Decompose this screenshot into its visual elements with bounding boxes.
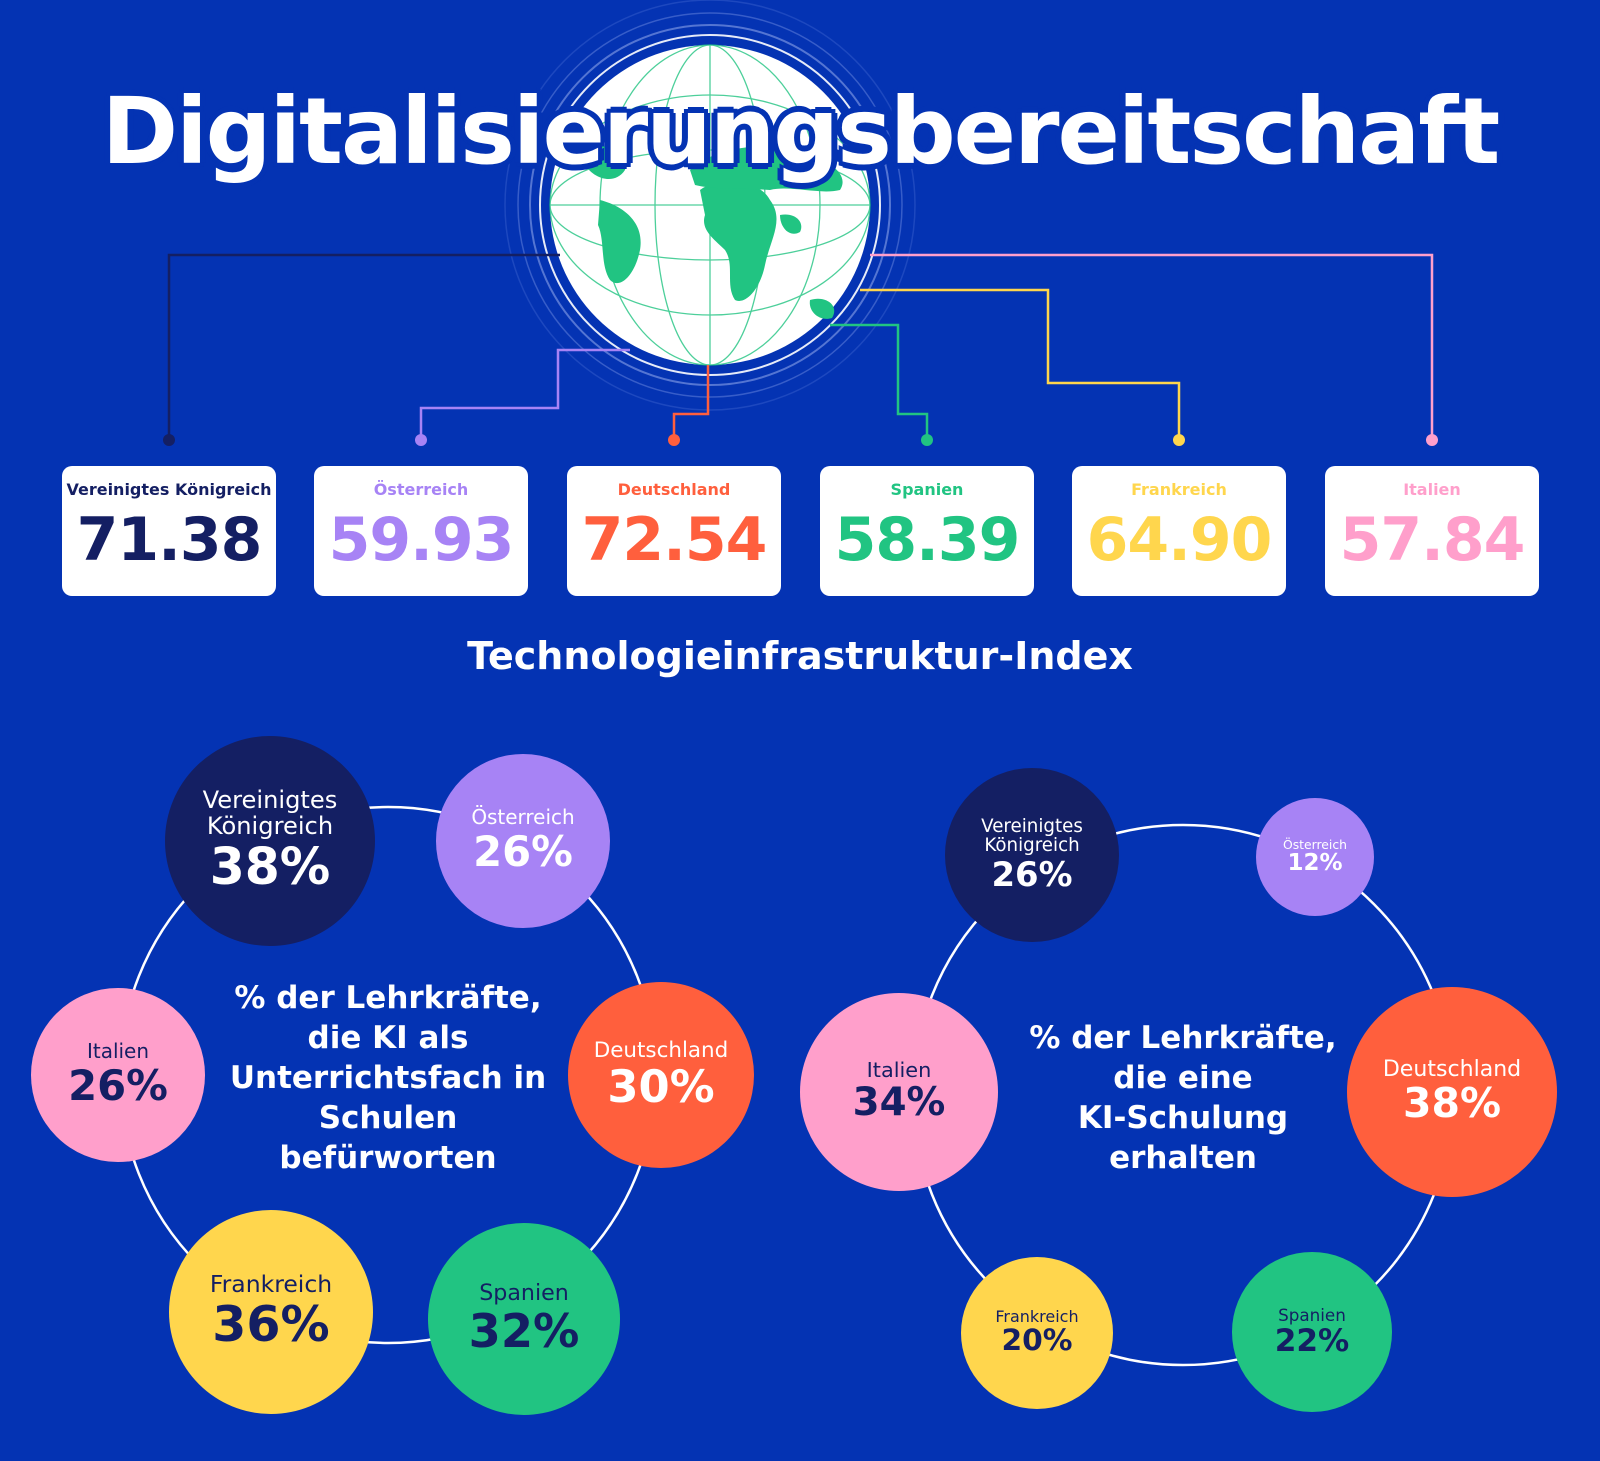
page-title: Digitalisierungsbereitschaft: [101, 78, 1501, 185]
bubble-italy: Italien 26%: [31, 988, 205, 1162]
bubble-value: 22%: [1274, 1322, 1350, 1359]
chart-title-line: die eine: [1113, 1060, 1253, 1096]
chart-title-line: erhalten: [1109, 1140, 1257, 1176]
bubble-value: 38%: [1403, 1079, 1501, 1128]
index-card-uk: Vereinigtes Königreich 71.38: [62, 466, 276, 596]
index-card-name: Deutschland: [617, 480, 731, 499]
bubble-label: Vereinigtes: [202, 786, 338, 815]
connector-line-spain: [830, 323, 929, 440]
bubble-austria: Österreich 12%: [1255, 797, 1374, 916]
bubble-value: 30%: [607, 1059, 715, 1113]
index-card-name: Frankreich: [1131, 480, 1227, 499]
bubble-germany: Deutschland 30%: [567, 981, 755, 1169]
globe-ring: [529, 24, 891, 386]
index-card-value: 64.90: [1086, 505, 1273, 575]
connector-line-germany: [672, 365, 710, 440]
bubble-france: Frankreich 36%: [168, 1209, 374, 1415]
index-card-italy: Italien 57.84: [1325, 466, 1539, 596]
index-card-value: 58.39: [834, 505, 1021, 575]
connector-dot-italy: [1426, 434, 1438, 446]
index-card-austria: Österreich 59.93: [314, 466, 528, 596]
globe-continents: [585, 146, 843, 319]
connector-dot-austria: [415, 434, 427, 446]
bubble-label: Königreich: [984, 835, 1080, 857]
connector-line-austria: [419, 348, 630, 440]
connector-dot-spain: [921, 434, 933, 446]
bubble-italy: Italien 34%: [799, 992, 999, 1192]
bubble-value: 36%: [212, 1294, 330, 1353]
bubble-france: Frankreich 20%: [960, 1256, 1114, 1410]
bubble-value: 26%: [991, 855, 1073, 895]
globe-ring: [539, 34, 881, 376]
connector-line-uk: [167, 253, 560, 440]
bubble-label: Italien: [866, 1058, 932, 1083]
globe-ring: [517, 12, 903, 398]
bubble-label: Königreich: [206, 812, 334, 841]
bubble-value: 34%: [852, 1079, 946, 1125]
chart-title-line: die KI als: [307, 1020, 469, 1056]
bubble-value: 32%: [468, 1303, 580, 1358]
bubble-label: Frankreich: [995, 1307, 1079, 1327]
bubble-value: 38%: [209, 837, 331, 897]
connector-line-france: [860, 288, 1181, 440]
bubble-label: Spanien: [1278, 1304, 1346, 1325]
index-card-value: 57.84: [1339, 505, 1526, 575]
index-card-spain: Spanien 58.39: [820, 466, 1034, 596]
left-chart-title: % der Lehrkräfte, die KI als Unterrichtsfa…: [218, 978, 558, 1178]
bubble-value: 20%: [1001, 1323, 1073, 1359]
connector-dot-france: [1173, 434, 1185, 446]
bubble-label: Vereinigtes: [981, 815, 1083, 837]
chart-title-line: Unterrichtsfach in: [229, 1060, 547, 1096]
bubble-label: Frankreich: [209, 1270, 333, 1299]
bubble-uk: Vereinigtes Königreich 26%: [945, 768, 1119, 942]
chart-title-line: Schulen: [318, 1100, 458, 1136]
index-card-value: 71.38: [76, 505, 263, 575]
index-card-name: Spanien: [890, 480, 964, 499]
right-chart-title: % der Lehrkräfte, die eine KI-Schulung erha…: [1018, 1018, 1348, 1178]
bubble-value: 26%: [68, 1060, 168, 1110]
bubble-austria: Österreich 26%: [436, 754, 610, 928]
index-card-value: 59.93: [328, 505, 515, 575]
connector-dot-germany: [668, 434, 680, 446]
index-card-name: Italien: [1403, 480, 1461, 499]
bubble-label: Italien: [86, 1039, 149, 1064]
index-card-name: Vereinigtes Königreich: [66, 480, 272, 499]
index-card-france: Frankreich 64.90: [1072, 466, 1286, 596]
bubble-value: 12%: [1287, 850, 1343, 877]
chart-title-line: % der Lehrkräfte,: [1029, 1020, 1337, 1056]
bubble-label: Österreich: [1282, 836, 1347, 852]
connector-lines: [163, 253, 1438, 446]
globe-ring: [504, 0, 916, 411]
bubble-label: Deutschland: [1382, 1056, 1522, 1082]
globe-illustration: [504, 0, 916, 411]
index-title: Technologieinfrastruktur-Index: [467, 634, 1133, 678]
chart-title-line: % der Lehrkräfte,: [234, 980, 542, 1016]
bubble-uk: Vereinigtes Königreich 38%: [165, 736, 375, 946]
bubble-germany: Deutschland 38%: [1347, 987, 1557, 1197]
bubble-label: Spanien: [479, 1279, 569, 1306]
index-card-name: Österreich: [373, 480, 469, 499]
index-card-value: 72.54: [581, 505, 768, 575]
index-card-germany: Deutschland 72.54: [567, 466, 781, 596]
chart-title-line: befürworten: [279, 1140, 497, 1176]
bubble-label: Österreich: [471, 805, 575, 830]
bubble-label: Deutschland: [593, 1037, 729, 1063]
bubble-spain: Spanien 22%: [1232, 1252, 1392, 1412]
connector-dot-uk: [163, 434, 175, 446]
chart-title-line: KI-Schulung: [1077, 1100, 1289, 1136]
bubble-value: 26%: [473, 826, 573, 876]
connector-line-italy: [870, 253, 1434, 440]
bubble-spain: Spanien 32%: [427, 1222, 621, 1416]
